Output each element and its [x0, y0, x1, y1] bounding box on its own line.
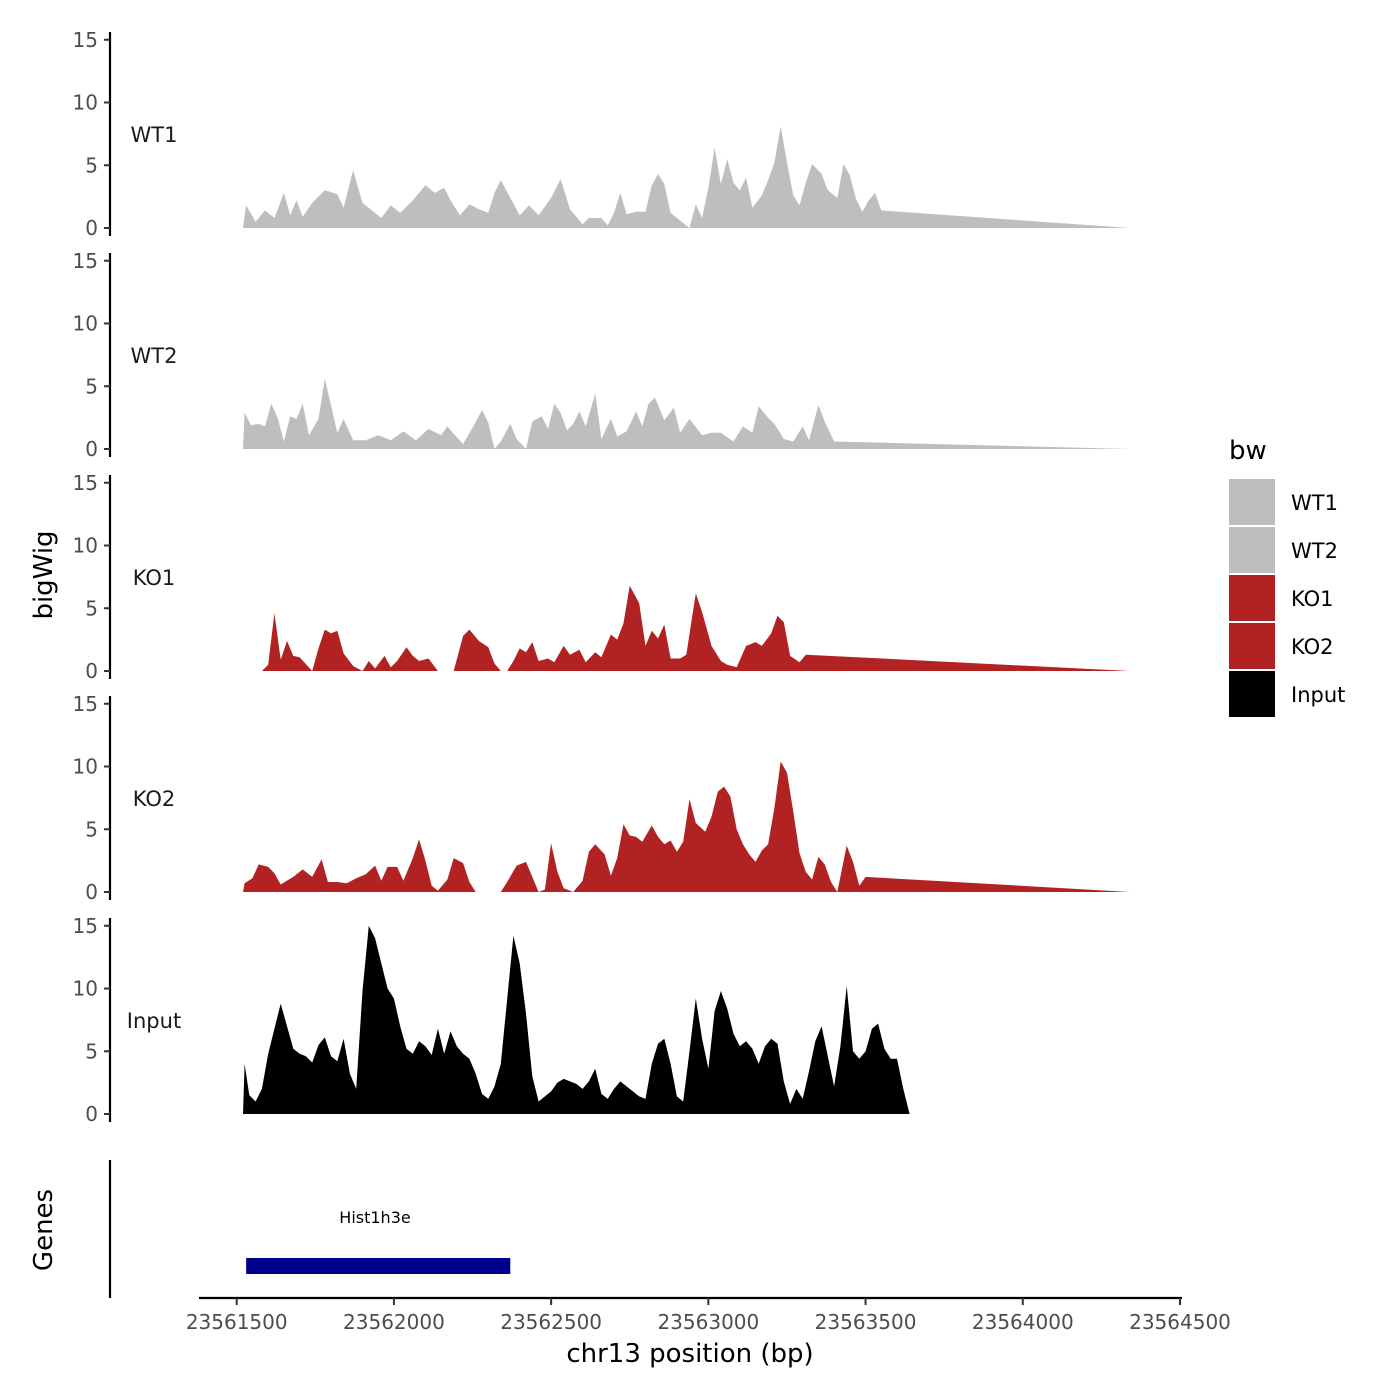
track-panels: 0 5 10 15 WT1 0 5 10 15 WT2 0 5 10 15 KO1 0 5 10 15 KO2 0 5 10… — [73, 28, 1130, 1126]
y-tick-label: 10 — [73, 312, 98, 336]
gene-feature-hist1h3e — [246, 1258, 511, 1274]
x-tick-label: 23562500 — [500, 1310, 602, 1334]
y-tick-label: 0 — [85, 437, 98, 461]
y-tick-label: 10 — [73, 977, 98, 1001]
x-axis: 23561500 23562000 23562500 23563000 23563500… — [186, 1296, 1231, 1334]
legend-swatch-ko1 — [1229, 575, 1275, 621]
series-area-wt1 — [243, 126, 1130, 228]
y-tick-label: 5 — [85, 1039, 98, 1063]
gene-label-hist1h3e: Hist1h3e — [339, 1208, 410, 1227]
y-tick-label: 5 — [85, 374, 98, 398]
legend-label-wt1: WT1 — [1291, 491, 1338, 515]
track-label-ko2: KO2 — [133, 787, 176, 811]
y-tick-label: 10 — [73, 755, 98, 779]
y-tick-label: 15 — [73, 692, 98, 716]
x-tick-label: 23561500 — [186, 1310, 288, 1334]
y-tick-label: 15 — [73, 28, 98, 52]
series-area-ko2 — [243, 761, 1130, 892]
x-tick-label: 23564000 — [972, 1310, 1074, 1334]
y-tick-label: 5 — [85, 153, 98, 177]
track-ko1: 0 5 10 15 KO1 — [73, 471, 1130, 683]
legend-swatch-wt2 — [1229, 527, 1275, 573]
genes-panel: Hist1h3e Genes — [29, 1160, 511, 1298]
track-label-wt1: WT1 — [131, 123, 178, 147]
y-tick-label: 5 — [85, 596, 98, 620]
track-wt1: 0 5 10 15 WT1 — [73, 28, 1130, 240]
legend-swatch-wt1 — [1229, 479, 1275, 525]
series-area-input — [243, 925, 1130, 1114]
y-tick-label: 15 — [73, 471, 98, 495]
legend-label-ko1: KO1 — [1291, 587, 1334, 611]
legend-title: bw — [1229, 436, 1267, 466]
track-label-input: Input — [127, 1009, 181, 1033]
series-area-wt2 — [243, 378, 1130, 449]
genes-panel-title: Genes — [29, 1189, 59, 1271]
track-label-ko1: KO1 — [133, 566, 176, 590]
y-tick-label: 0 — [85, 1102, 98, 1126]
legend-swatch-input — [1229, 671, 1275, 717]
x-tick-label: 23562000 — [343, 1310, 445, 1334]
x-tick-label: 23564500 — [1129, 1310, 1231, 1334]
y-tick-label: 0 — [85, 659, 98, 683]
y-tick-label: 0 — [85, 880, 98, 904]
y-tick-label: 10 — [73, 91, 98, 115]
track-label-wt2: WT2 — [131, 344, 178, 368]
y-tick-label: 15 — [73, 249, 98, 273]
legend-label-input: Input — [1291, 683, 1345, 707]
y-tick-label: 0 — [85, 216, 98, 240]
x-axis-title: chr13 position (bp) — [566, 1339, 813, 1369]
x-tick-label: 23563000 — [657, 1310, 759, 1334]
y-tick-label: 5 — [85, 817, 98, 841]
y-axis-title: bigWig — [29, 530, 59, 619]
track-ko2: 0 5 10 15 KO2 — [73, 692, 1130, 904]
legend-swatch-ko2 — [1229, 623, 1275, 669]
legend-label-ko2: KO2 — [1291, 635, 1334, 659]
track-wt2: 0 5 10 15 WT2 — [73, 249, 1130, 461]
series-area-ko1 — [261, 585, 1130, 671]
legend: bw WT1 WT2 KO1 KO2 Input — [1229, 436, 1345, 717]
track-input: 0 5 10 15 Input — [73, 914, 1130, 1126]
y-tick-label: 10 — [73, 534, 98, 558]
y-tick-label: 15 — [73, 914, 98, 938]
legend-label-wt2: WT2 — [1291, 539, 1338, 563]
x-tick-label: 23563500 — [815, 1310, 917, 1334]
